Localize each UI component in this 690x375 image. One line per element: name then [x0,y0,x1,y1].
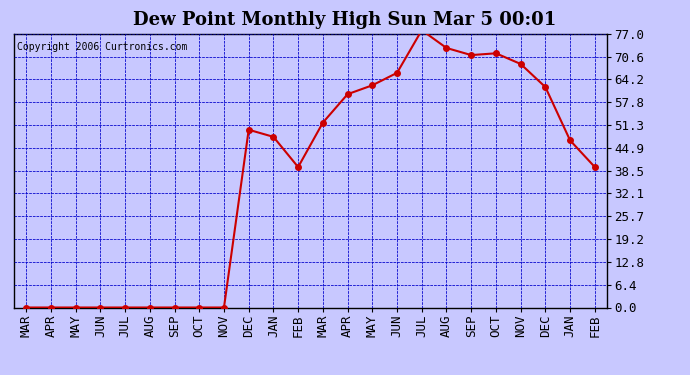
Text: Dew Point Monthly High Sun Mar 5 00:01: Dew Point Monthly High Sun Mar 5 00:01 [133,11,557,29]
Text: Copyright 2006 Curtronics.com: Copyright 2006 Curtronics.com [17,42,187,52]
